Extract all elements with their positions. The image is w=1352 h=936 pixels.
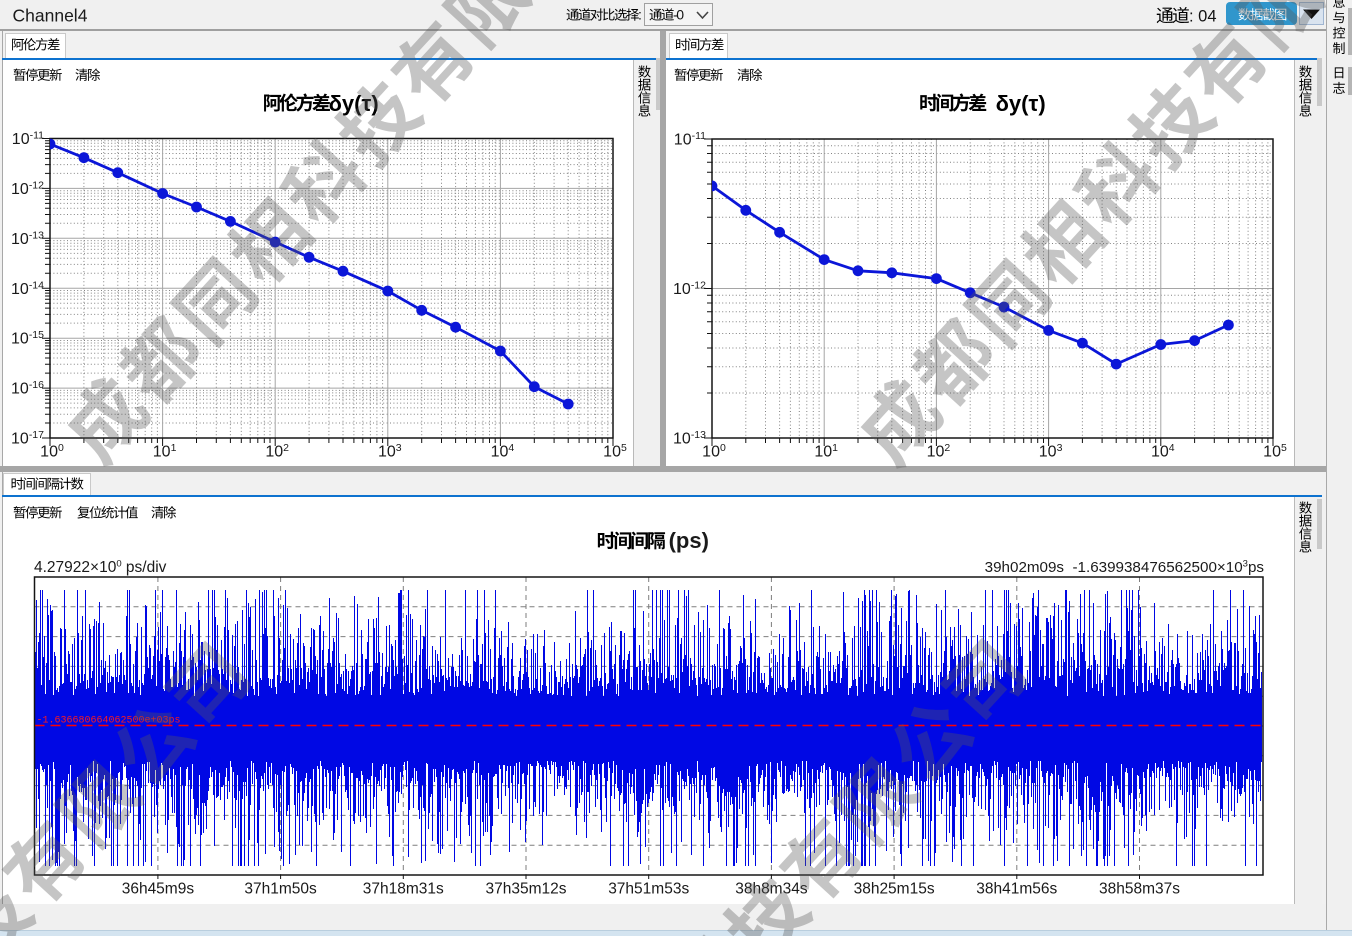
svg-text:38h25m15s: 38h25m15s: [854, 881, 935, 898]
svg-text:10-14: 10-14: [11, 279, 44, 298]
svg-text:10-13: 10-13: [11, 229, 44, 248]
svg-text:Channel4: Channel4: [13, 6, 88, 26]
svg-text:10-12: 10-12: [11, 179, 44, 198]
svg-text:38h58m37s: 38h58m37s: [1099, 881, 1180, 898]
svg-text::: :: [638, 7, 642, 23]
svg-text:: 04: : 04: [1189, 8, 1217, 26]
svg-text:10-11: 10-11: [674, 130, 706, 149]
svg-text:37h18m31s: 37h18m31s: [363, 881, 444, 898]
svg-text:101: 101: [814, 442, 838, 461]
svg-text:36h45m9s: 36h45m9s: [122, 881, 195, 898]
svg-text:10-15: 10-15: [11, 329, 44, 348]
svg-text:102: 102: [927, 442, 951, 461]
svg-text:(ps): (ps): [669, 528, 709, 553]
svg-text:0: 0: [676, 7, 684, 23]
svg-text:104: 104: [1151, 442, 1175, 461]
svg-text:4.27922×100 ps/div: 4.27922×100 ps/div: [34, 559, 167, 577]
svg-text:100: 100: [40, 442, 64, 461]
svg-text:100: 100: [702, 442, 726, 461]
svg-text:10-13: 10-13: [673, 429, 706, 448]
svg-text:-: -: [673, 7, 678, 23]
svg-text:10-17: 10-17: [11, 429, 44, 448]
svg-text:103: 103: [1039, 442, 1063, 461]
svg-text:δy(τ): δy(τ): [996, 91, 1046, 116]
svg-text:37h51m53s: 37h51m53s: [608, 881, 689, 898]
svg-text:104: 104: [491, 442, 515, 461]
svg-text:10-16: 10-16: [11, 379, 44, 398]
svg-text:-1.636680664062500e+03ps: -1.636680664062500e+03ps: [37, 716, 181, 727]
svg-text:102: 102: [265, 442, 289, 461]
svg-text:105: 105: [1263, 442, 1287, 461]
svg-text:101: 101: [153, 442, 177, 461]
svg-text:39h02m09s -1.639938476562500×: 39h02m09s -1.639938476562500×103ps: [985, 559, 1265, 577]
svg-text:37h35m12s: 37h35m12s: [485, 881, 566, 898]
svg-text:103: 103: [378, 442, 402, 461]
svg-text:105: 105: [603, 442, 627, 461]
svg-text:10-11: 10-11: [12, 130, 44, 149]
svg-text:10-12: 10-12: [673, 280, 706, 299]
svg-text:38h41m56s: 38h41m56s: [976, 881, 1057, 898]
svg-text:37h1m50s: 37h1m50s: [244, 881, 317, 898]
